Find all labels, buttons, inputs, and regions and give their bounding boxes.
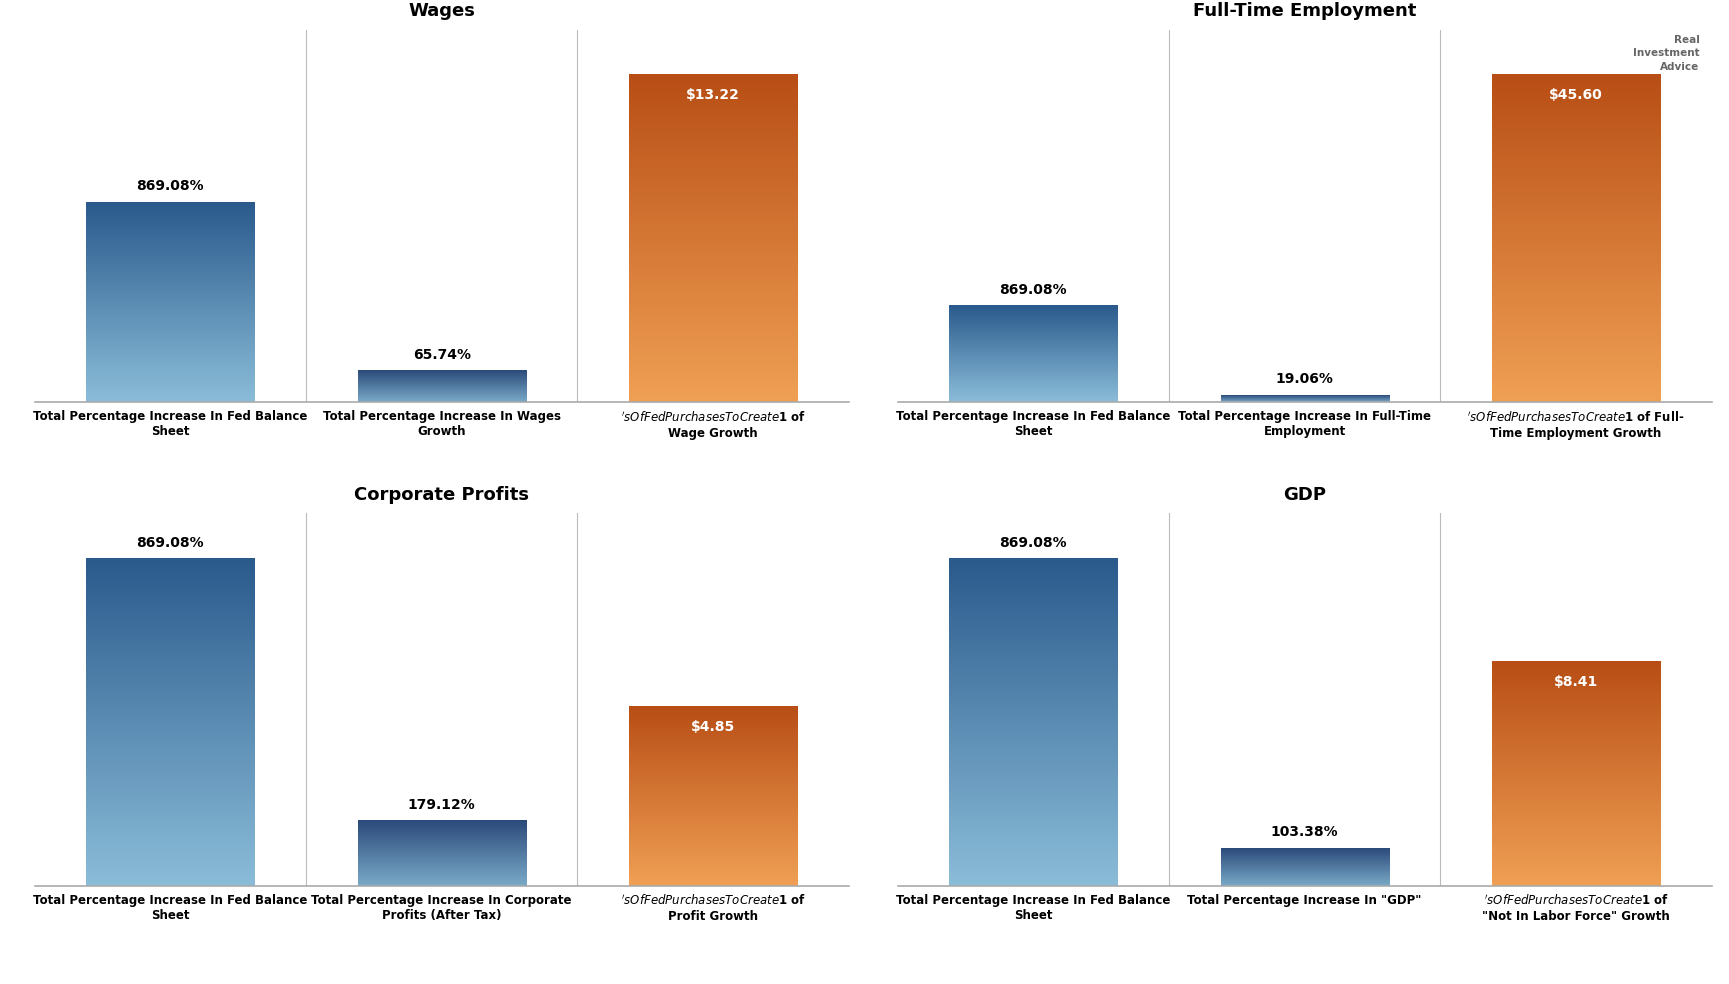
Text: $4.85: $4.85 [692, 720, 735, 734]
Title: Full-Time Employment: Full-Time Employment [1193, 2, 1416, 20]
Title: GDP: GDP [1283, 485, 1326, 504]
Text: 103.38%: 103.38% [1271, 825, 1338, 839]
Text: 179.12%: 179.12% [408, 797, 475, 812]
Text: $45.60: $45.60 [1549, 89, 1603, 102]
Text: 869.08%: 869.08% [999, 282, 1067, 296]
Text: 65.74%: 65.74% [413, 348, 470, 362]
Text: $8.41: $8.41 [1554, 675, 1598, 690]
Text: 19.06%: 19.06% [1276, 372, 1333, 386]
Title: Wages: Wages [408, 2, 475, 20]
Text: 869.08%: 869.08% [137, 179, 204, 193]
Text: 869.08%: 869.08% [137, 535, 204, 550]
Text: $13.22: $13.22 [686, 89, 740, 102]
Title: Corporate Profits: Corporate Profits [354, 485, 529, 504]
Text: 869.08%: 869.08% [999, 535, 1067, 550]
Text: Real
Investment
Advice: Real Investment Advice [1632, 35, 1700, 72]
